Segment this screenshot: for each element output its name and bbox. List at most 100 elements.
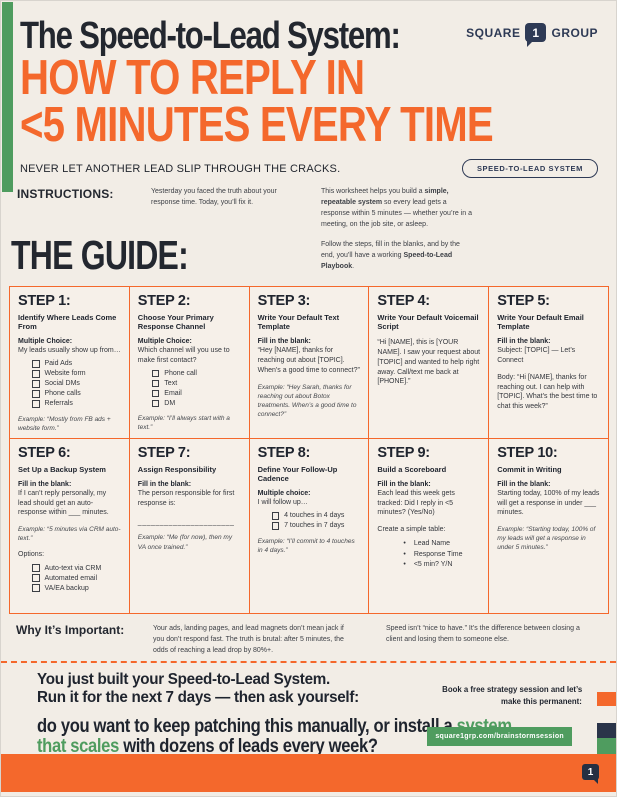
step-cell-3: STEP 3: Write Your Default Text Template F… — [248, 286, 369, 438]
step-title: STEP 9: — [377, 445, 430, 461]
step-text: I will follow up… — [257, 499, 308, 507]
step-subtitle: Identify Where Leads Come From — [18, 312, 117, 331]
bullet-item: Response Time — [403, 551, 480, 558]
step-cell-6: STEP 6: Set Up a Backup System Fill in the… — [9, 438, 129, 613]
checkbox-option[interactable]: Automated email — [32, 574, 121, 582]
checkbox-option[interactable]: Social DMs — [32, 380, 121, 388]
step-title: STEP 4: — [377, 293, 430, 309]
fill-label: Fill in the blank: — [497, 338, 551, 346]
checkbox-option[interactable]: Text — [151, 379, 241, 388]
cta-text-line1: Book a free strategy session and let’s — [441, 684, 582, 694]
step-cell-7: STEP 7: Assign Responsibility Fill in the … — [128, 438, 249, 613]
checkbox-label: Phone calls — [44, 390, 81, 398]
page-title: The Speed-to-Lead System: — [20, 15, 401, 57]
right-orange-square — [597, 692, 616, 706]
header: The Speed-to-Lead System: HOW TO REPLY I… — [1, 1, 616, 179]
example-text: Example: “Me (for now), then my VA once … — [137, 534, 233, 551]
step-title: STEP 7: — [137, 445, 191, 461]
footer-headline-line2: Run it for the next 7 days — then ask yo… — [37, 689, 359, 707]
checkbox-option[interactable]: Phone call — [151, 369, 241, 378]
step-cell-8: STEP 8: Define Your Follow-Up Cadence Mult… — [248, 438, 369, 613]
guide-title: THE GUIDE: — [11, 232, 189, 278]
checkbox-label: Phone call — [164, 370, 197, 378]
example-text: Example: “Hey Sarah, thanks for reaching… — [257, 383, 357, 418]
step-text: Which channel will you use to make first… — [137, 347, 230, 365]
checkbox-icon — [151, 379, 160, 388]
instructions-intro: Yesterday you faced the truth about your… — [151, 188, 277, 206]
fill-label: Multiple Choice: — [18, 338, 73, 346]
right-green-square — [597, 738, 616, 754]
fill-label: Multiple choice: — [257, 490, 311, 498]
fill-label: Multiple Choice: — [137, 338, 192, 346]
bullet-item: <5 min? Y/N — [403, 561, 480, 568]
instructions-section: INSTRUCTIONS: Yesterday you faced the tr… — [17, 187, 473, 283]
checkbox-option[interactable]: 7 touches in 7 days — [271, 522, 361, 530]
checkbox-icon — [151, 369, 160, 378]
cta-text: Book a free strategy session and let’s m… — [430, 683, 582, 708]
instructions-detail: This worksheet helps you build a simple,… — [321, 187, 473, 283]
checkbox-icon — [32, 564, 40, 572]
step-subtitle: Commit in Writing — [497, 464, 562, 474]
cta-link-button[interactable]: square1grp.com/brainstormsession — [427, 727, 572, 746]
blank-line: ______________________ — [137, 519, 235, 527]
step-title: STEP 3: — [257, 293, 311, 309]
checkbox-label: Email — [164, 390, 182, 398]
step-cell-10: STEP 10: Commit in Writing Fill in the bla… — [488, 438, 608, 613]
step-text: “Hi [NAME], this is [YOUR NAME]. I saw y… — [377, 339, 481, 386]
step-text: Subject: [TOPIC] — Let’s Connect — [497, 347, 576, 365]
instructions-paragraph: This worksheet helps you build a simple,… — [321, 188, 472, 228]
checkbox-icon — [32, 390, 40, 398]
bullet-item: Lead Name — [403, 540, 480, 547]
step-title: STEP 5: — [497, 293, 550, 309]
fill-label: Fill in the blank: — [377, 480, 431, 488]
instructions-paragraph: Follow the steps, fill in the blanks, an… — [321, 241, 460, 271]
checkbox-label: Website form — [44, 370, 86, 378]
checkbox-label: VA/EA backup — [44, 584, 89, 592]
step-title: STEP 8: — [257, 445, 311, 461]
checkbox-option[interactable]: DM — [151, 399, 241, 408]
footer-headline-line1: You just built your Speed-to-Lead System… — [37, 671, 330, 688]
step-subtitle: Write Your Default Email Template — [497, 312, 584, 331]
step-text: The person responsible for first respons… — [137, 489, 235, 507]
checkbox-option[interactable]: Referrals — [32, 400, 121, 408]
checkbox-option[interactable]: 4 touches in 4 days — [271, 512, 361, 520]
checkbox-option[interactable]: VA/EA backup — [32, 584, 121, 592]
step-text: Options: — [18, 551, 45, 559]
step-subtitle: Choose Your Primary Response Channel — [137, 312, 214, 331]
example-text: Example: “5 minutes via CRM auto-text.” — [18, 526, 121, 543]
fill-label: Fill in the blank: — [18, 480, 72, 488]
checkbox-option[interactable]: Auto-text via CRM — [32, 564, 121, 572]
speed-to-lead-badge: SPEED-TO-LEAD SYSTEM — [461, 159, 598, 179]
checkbox-list: Paid Ads Website form Social DMs Phone call… — [18, 360, 121, 408]
example-text: Example: “Starting today, 100% of my lea… — [497, 526, 596, 552]
checkbox-label: 7 touches in 7 days — [284, 522, 345, 530]
step-title: STEP 6: — [18, 445, 71, 461]
checkbox-option[interactable]: Phone calls — [32, 390, 121, 398]
page-number-bubble-icon: 1 — [582, 764, 599, 784]
step-subtitle: Assign Responsibility — [137, 464, 217, 474]
checkbox-label: Text — [164, 380, 178, 388]
cta-text-line2: make this permanent: — [501, 696, 582, 707]
checkbox-label: Social DMs — [44, 380, 80, 388]
checkbox-option[interactable]: Paid Ads — [32, 360, 121, 368]
checkbox-list: Phone call Text Email DM — [138, 369, 241, 408]
checkbox-option[interactable]: Email — [151, 389, 241, 398]
checkbox-label: 4 touches in 4 days — [284, 512, 345, 520]
logo-square-label: SQUARE — [466, 25, 521, 40]
checkbox-icon — [151, 389, 160, 398]
checkbox-icon — [32, 400, 40, 408]
step-text: Body: “Hi [NAME], thanks for reaching ou… — [497, 373, 598, 411]
why-section: Why It’s Important: Your ads, landing pa… — [16, 623, 586, 657]
headline-line1: HOW TO REPLY IN — [20, 51, 365, 105]
why-col1: Your ads, landing pages, and lead magnet… — [153, 625, 344, 655]
logo-group-label: GROUP — [551, 25, 598, 40]
step-text: Create a simple table: — [377, 526, 446, 534]
dashed-divider — [1, 661, 616, 663]
example-text: Example: “I’ll always start with a text.… — [137, 415, 230, 432]
step-text: My leads usually show up from… — [18, 347, 121, 355]
checkbox-icon — [32, 574, 40, 582]
checkbox-option[interactable]: Website form — [32, 370, 121, 378]
example-text: Example: “Mostly from FB ads + website f… — [18, 415, 111, 432]
example-text: Example: “I’ll commit to 4 touches in 4 … — [257, 537, 355, 554]
